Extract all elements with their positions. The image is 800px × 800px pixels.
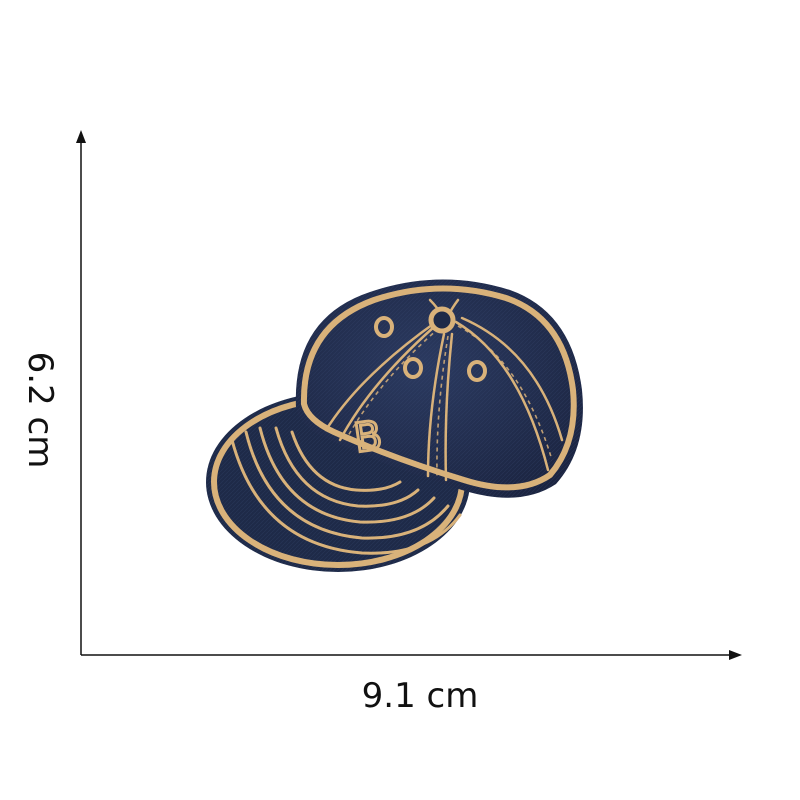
eyelet xyxy=(403,357,423,379)
eyelet xyxy=(467,360,487,382)
cap-crown: B xyxy=(295,279,583,498)
eyelet xyxy=(374,316,394,338)
width-dimension-label: 9.1 cm xyxy=(361,676,479,716)
dimension-axes xyxy=(76,130,742,660)
cap-button xyxy=(428,306,456,334)
vertical-axis-arrow xyxy=(76,130,86,143)
height-dimension-label: 6.2 cm xyxy=(20,351,60,469)
horizontal-axis-arrow xyxy=(729,650,742,660)
cap-patch-image: B xyxy=(206,279,583,572)
